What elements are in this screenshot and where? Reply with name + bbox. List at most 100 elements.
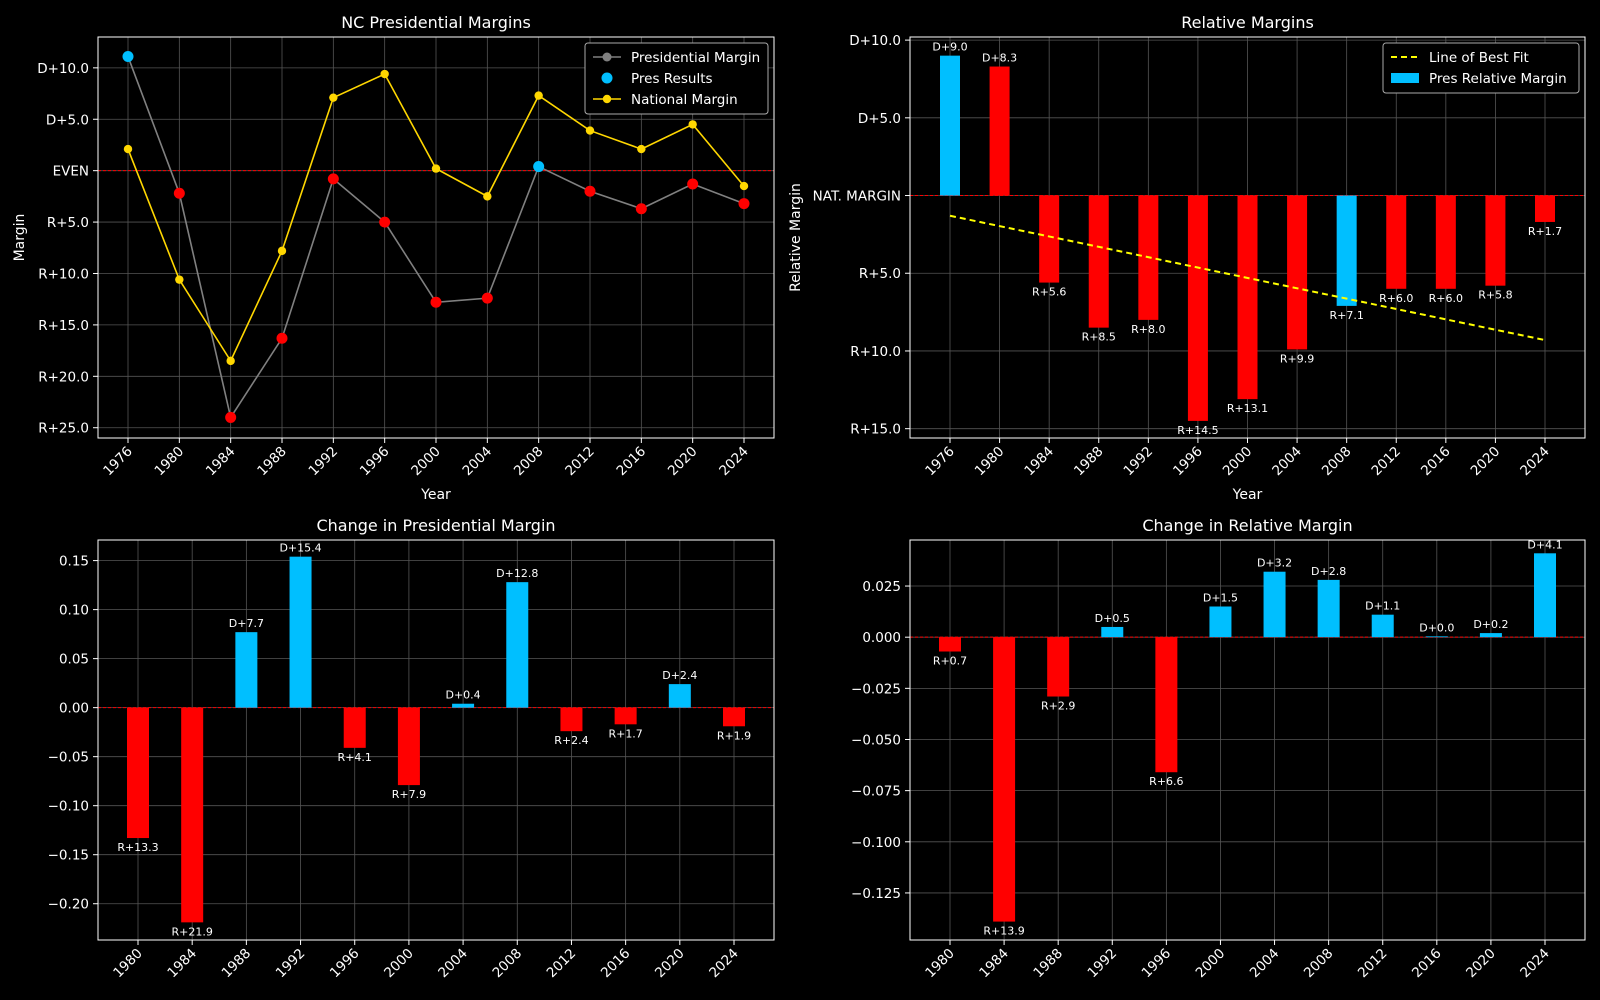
chart-panel-1: NC Presidential Margins D+10.0 D+5.0 EVEN R+… [12, 13, 775, 503]
bar-data-label: D+1.5 [1203, 591, 1238, 604]
bar [1386, 195, 1407, 289]
bar [993, 637, 1016, 922]
bar-data-label: R+13.9 [983, 925, 1024, 938]
national-point [637, 144, 646, 154]
x-tick-label: 1992 [1084, 946, 1120, 982]
bar-data-label: D+2.8 [1311, 565, 1346, 578]
result-point [687, 178, 699, 190]
legend: Presidential Margin Pres Results National … [584, 42, 769, 115]
x-tick-label: 1996 [1170, 444, 1206, 480]
x-tick-label: 2024 [1517, 444, 1553, 480]
x-tick-label: 1988 [254, 444, 290, 480]
bar-data-label: R+1.9 [717, 729, 751, 742]
bar-data-label: R+6.0 [1429, 292, 1463, 305]
legend-entry-label: National Margin [631, 92, 738, 108]
bar-data-label: D+9.0 [932, 41, 967, 54]
x-tick-label: 2016 [1409, 946, 1445, 982]
bar-data-label: D+4.1 [1527, 538, 1562, 551]
bar [1187, 195, 1208, 421]
chart-panel-3: Change in Presidential Margin 0.15 0.10 0.0… [48, 516, 775, 982]
y-tick-label: 0.05 [59, 652, 89, 668]
result-point [276, 332, 288, 344]
bar [1336, 195, 1357, 306]
y-tick-label: R+15.0 [850, 422, 901, 438]
y-tick-label: 0.025 [862, 579, 901, 595]
bar-data-label: R+14.5 [1177, 424, 1218, 437]
plot-marks: R+13.3 R+21.9 D+7.7 D+15.4 R+4.1 R+7.9 D+0.4 D+… [117, 542, 751, 939]
plot-marks [122, 51, 750, 423]
bar-data-label: D+12.8 [496, 567, 538, 580]
legend-entry-label: Pres Results [631, 71, 713, 87]
bar [1237, 195, 1258, 400]
bar [1101, 626, 1124, 638]
bar [1534, 553, 1556, 638]
bar-data-label: R+21.9 [172, 925, 213, 938]
result-point [533, 161, 545, 173]
x-tick-label: 1996 [327, 946, 363, 982]
chart-title: Relative Margins [1181, 13, 1314, 32]
national-point [483, 192, 492, 201]
legend-key-swatch [1391, 73, 1419, 83]
bar [1479, 633, 1502, 638]
x-tick-label: 2004 [460, 444, 496, 480]
x-tick-label: 1984 [1021, 444, 1057, 480]
x-tick-label: 1980 [972, 444, 1008, 480]
national-point [329, 93, 338, 102]
y-tick-label: −0.100 [851, 835, 901, 851]
bar-data-label: D+7.7 [229, 617, 264, 630]
x-tick-label: 2008 [489, 946, 525, 982]
chart-title: Change in Presidential Margin [316, 516, 555, 535]
x-tick-label: 1988 [1071, 444, 1107, 480]
x-tick-label: 2012 [1355, 946, 1391, 982]
x-tick-label: 2000 [408, 444, 444, 480]
x-tick-label: 2008 [1301, 946, 1337, 982]
chart-title: NC Presidential Margins [341, 13, 531, 32]
x-tick-label: 2000 [1220, 444, 1256, 480]
x-axis-label: Year [1232, 487, 1263, 503]
bar [1425, 636, 1448, 638]
bar-data-label: R+8.5 [1082, 331, 1116, 344]
bar-data-label: R+1.7 [1528, 225, 1562, 238]
x-tick-label: 1992 [273, 946, 309, 982]
x-tick-label: 1996 [357, 444, 393, 480]
x-tick-label: 2016 [1418, 444, 1454, 480]
trend-line [949, 214, 1546, 342]
result-point [327, 173, 339, 185]
bar [343, 707, 366, 748]
legend-key-marker [601, 72, 613, 84]
result-point [122, 51, 134, 63]
bar [1039, 195, 1060, 283]
national-point [175, 275, 184, 284]
bar [1435, 195, 1456, 289]
bar [506, 582, 529, 708]
y-tick-label: −0.125 [851, 886, 901, 902]
bar-data-label: R+6.0 [1379, 292, 1413, 305]
legend: Line of Best Fit Pres Relative Margin [1382, 42, 1580, 94]
y-tick-label: D+10.0 [37, 61, 89, 77]
y-tick-label: NAT. MARGIN [813, 189, 901, 205]
result-point [738, 198, 750, 210]
x-tick-label: 1980 [110, 946, 146, 982]
plot-frame [909, 36, 1586, 439]
bar [397, 707, 420, 786]
x-tick-label: 2024 [706, 946, 742, 982]
bar-data-label: R+0.7 [933, 655, 967, 668]
national-point [277, 246, 287, 256]
result-point [430, 296, 442, 308]
x-tick-label: 2020 [665, 444, 701, 480]
y-axis-label: Relative Margin [788, 183, 804, 292]
y-tick-label: R+5.0 [47, 215, 89, 231]
x-axis-label: Year [420, 487, 451, 503]
x-tick-label: 2020 [1463, 946, 1499, 982]
legend-entry-label: Presidential Margin [631, 50, 760, 66]
x-tick-label: 2016 [614, 444, 650, 480]
bar [614, 707, 637, 725]
chart-panel-2: Relative Margins D+10.0 D+5.0 NAT. MARGIN R+… [788, 13, 1586, 503]
bar [1371, 614, 1394, 638]
plot-marks: D+9.0 D+8.3 R+5.6 R+8.5 R+8.0 R+14.5 R+13.1 R+9… [932, 41, 1562, 437]
bar [1047, 637, 1070, 697]
x-tick-label: 2020 [1468, 444, 1504, 480]
bar [1263, 571, 1286, 638]
bar [289, 556, 312, 708]
